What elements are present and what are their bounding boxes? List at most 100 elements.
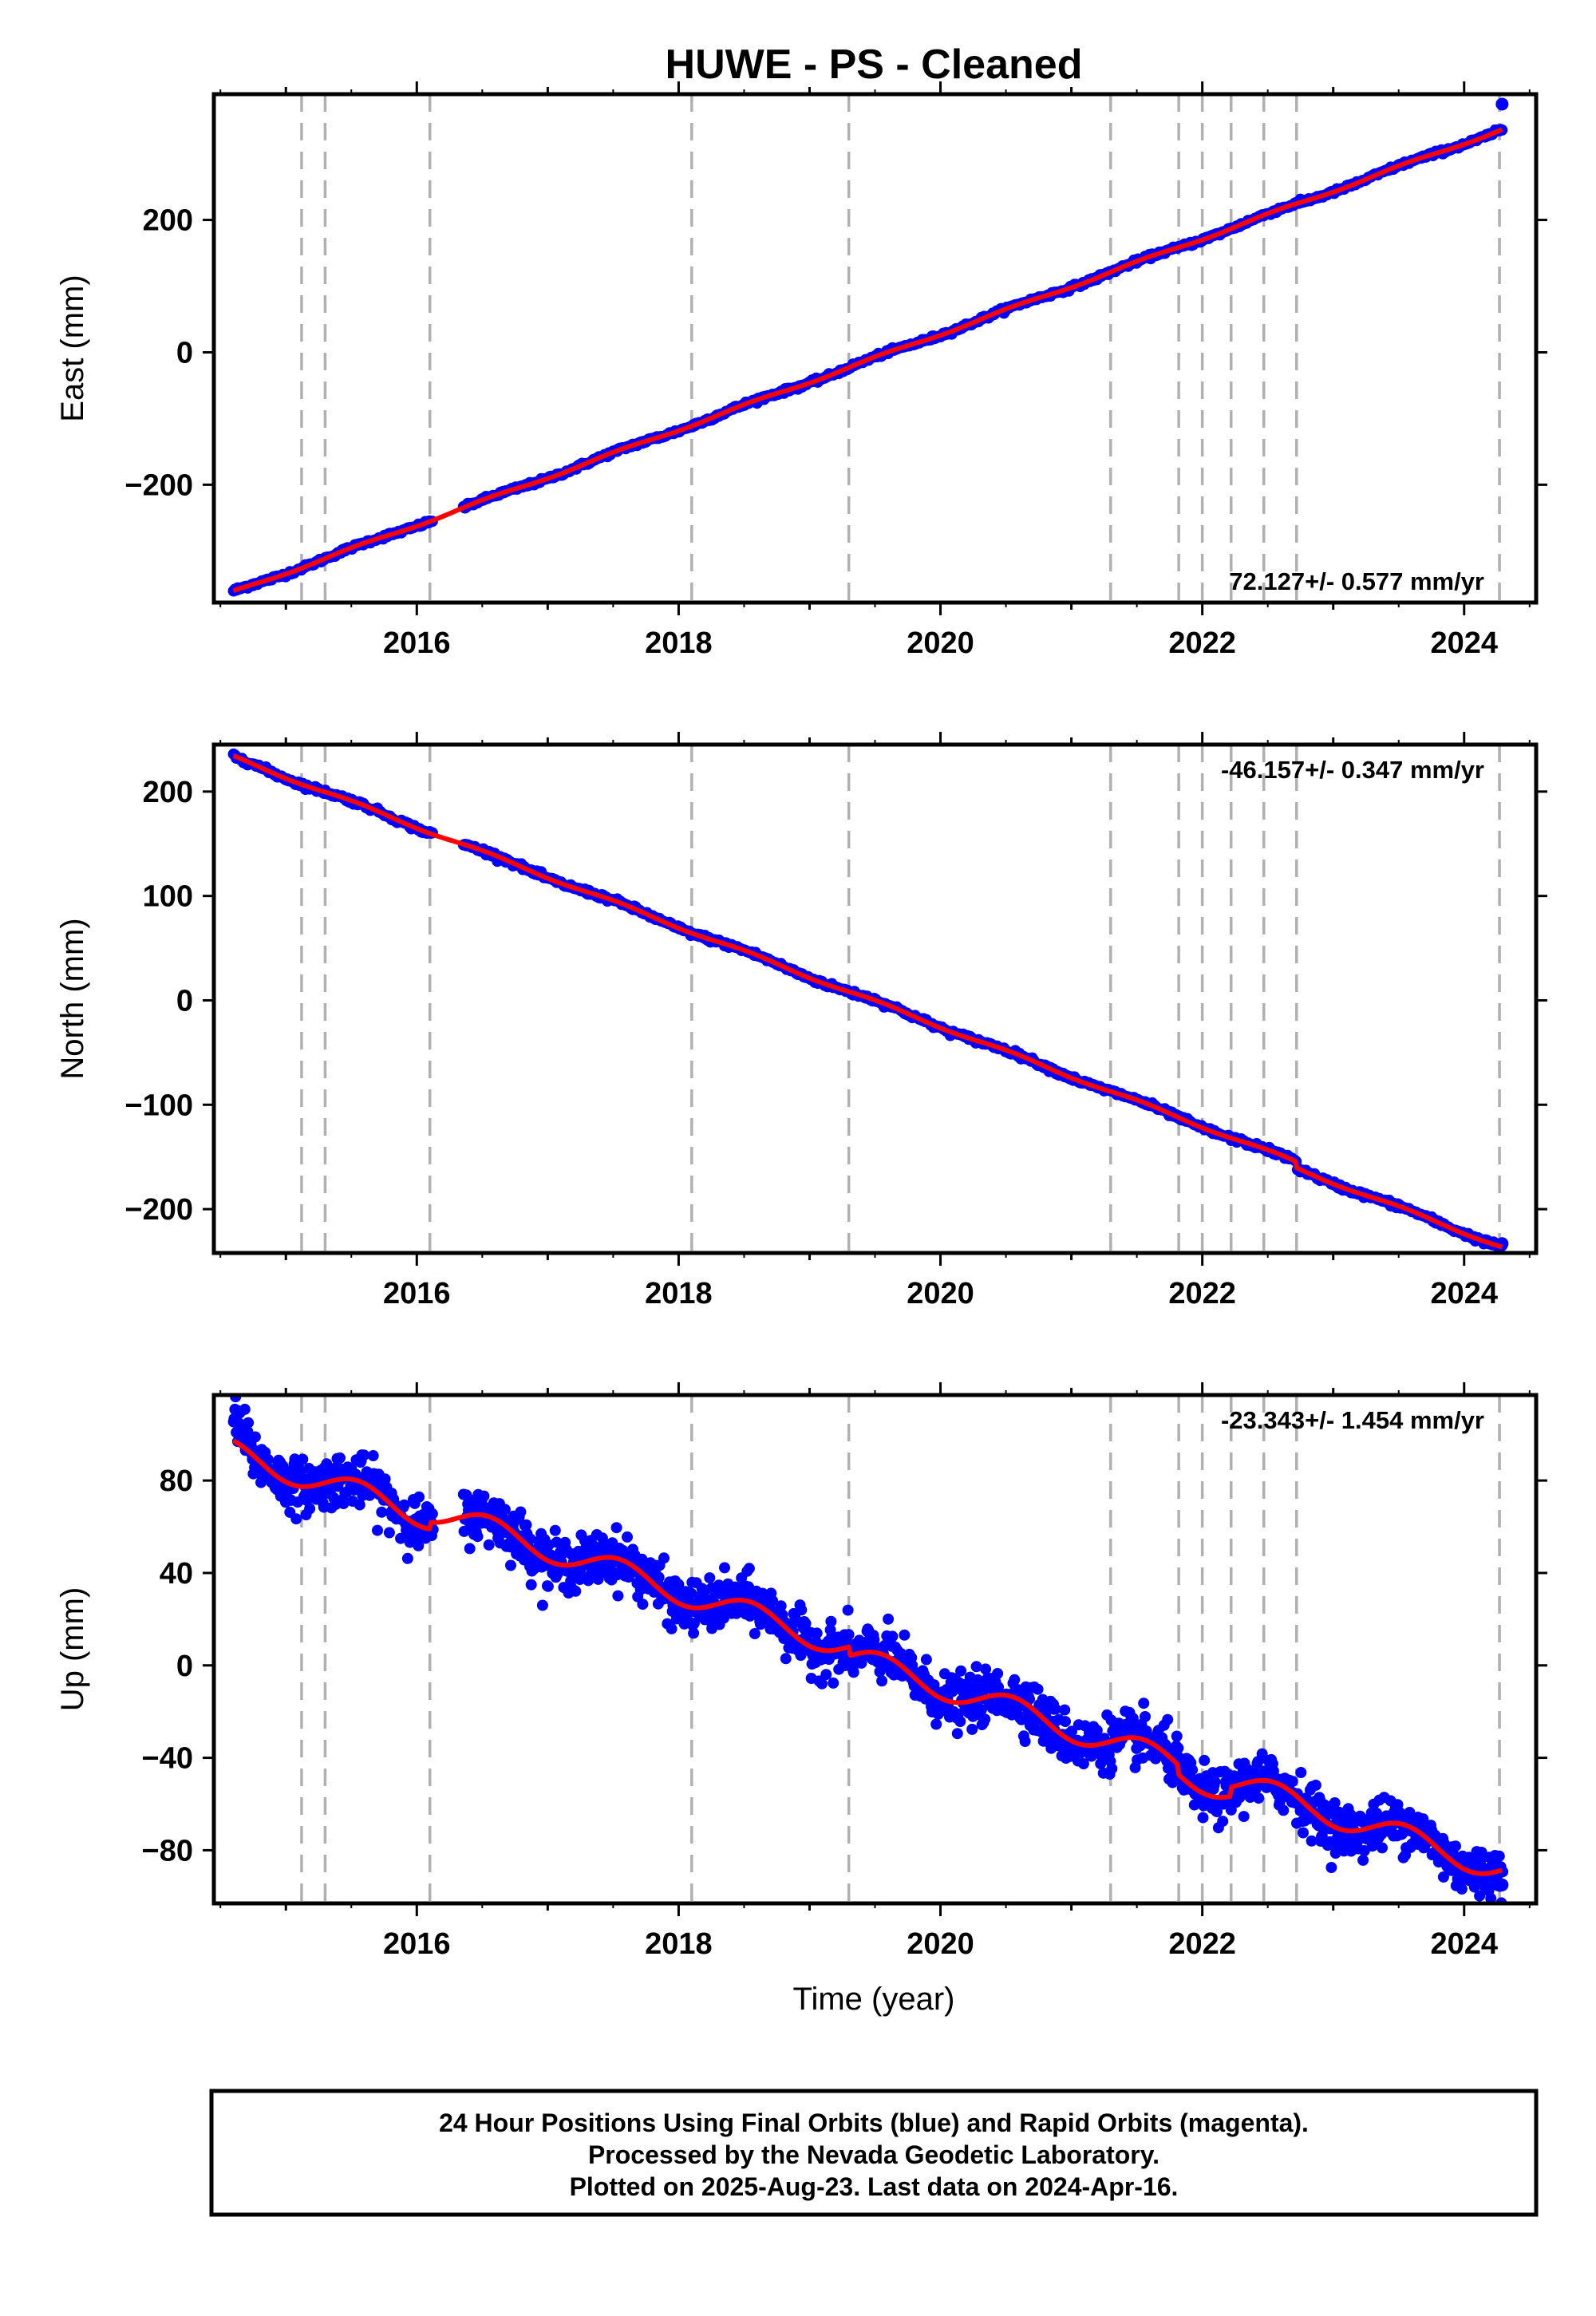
panel-2: −200 −100 0 100 200 2016 2018 2020 2022 2024 North… bbox=[55, 732, 1547, 1310]
x-tick-label: 2022 bbox=[1168, 1277, 1236, 1310]
data-point bbox=[395, 1532, 407, 1544]
data-point bbox=[842, 1604, 854, 1616]
y-tick-label: 200 bbox=[143, 776, 193, 809]
y-tick-label: 200 bbox=[143, 204, 193, 238]
y-tick-label: −40 bbox=[142, 1742, 193, 1776]
data-point bbox=[1357, 1854, 1369, 1866]
data-point bbox=[592, 1573, 604, 1585]
data-point bbox=[1377, 1842, 1388, 1854]
data-point bbox=[775, 1600, 787, 1612]
data-point bbox=[1187, 1764, 1199, 1776]
data-point bbox=[383, 1527, 395, 1539]
data-point bbox=[398, 1499, 410, 1511]
footer-line-1: 24 Hour Positions Using Final Orbits (bl… bbox=[439, 2109, 1309, 2137]
data-point bbox=[1329, 1797, 1341, 1808]
panel-3: −80 −40 0 40 80 2016 2018 2020 2022 2024 Up (mm) -2… bbox=[55, 1382, 1547, 1961]
data-point bbox=[367, 1450, 379, 1461]
data-point bbox=[1298, 1827, 1309, 1839]
data-point bbox=[780, 1653, 792, 1665]
model-line-2 bbox=[232, 753, 1503, 1250]
data-point bbox=[825, 1615, 837, 1627]
y-tick-label: 0 bbox=[176, 984, 193, 1018]
rate-annotation-2: -46.157+/- 0.347 mm/yr bbox=[1221, 756, 1484, 784]
x-tick-label: 2020 bbox=[907, 1927, 974, 1961]
x-tick-label: 2016 bbox=[383, 1277, 451, 1310]
data-point bbox=[304, 1503, 316, 1515]
x-tick-label: 2020 bbox=[907, 626, 974, 660]
y-tick-label: 0 bbox=[176, 336, 193, 370]
data-point bbox=[499, 1504, 511, 1516]
x-tick-label: 2018 bbox=[645, 1277, 713, 1310]
data-point bbox=[426, 1508, 438, 1520]
y-tick-label: −100 bbox=[124, 1089, 193, 1122]
rate-annotation-3: -23.343+/- 1.454 mm/yr bbox=[1221, 1406, 1484, 1434]
data-point bbox=[354, 1499, 365, 1511]
data-point bbox=[966, 1723, 978, 1735]
data-point bbox=[1049, 1703, 1061, 1715]
data-point bbox=[583, 1575, 595, 1587]
y-tick-label: −200 bbox=[124, 1193, 193, 1227]
data-point bbox=[637, 1599, 649, 1611]
data-point bbox=[883, 1613, 895, 1625]
data-point bbox=[525, 1579, 537, 1591]
data-point bbox=[1238, 1811, 1250, 1823]
data-point bbox=[816, 1678, 828, 1690]
data-point bbox=[1140, 1711, 1151, 1722]
data-point bbox=[1162, 1713, 1174, 1725]
data-point bbox=[1032, 1683, 1044, 1695]
data-point bbox=[843, 1629, 855, 1641]
data-point bbox=[1138, 1697, 1150, 1709]
data-point bbox=[478, 1490, 490, 1502]
data-point bbox=[688, 1627, 700, 1639]
data-point bbox=[1286, 1776, 1298, 1788]
y-axis-title-1: East (mm) bbox=[55, 275, 90, 421]
x-axis-title: Time (year) bbox=[793, 1982, 955, 2017]
footer-line-3: Plotted on 2025-Aug-23. Last data on 202… bbox=[570, 2172, 1179, 2201]
last-data-point bbox=[1495, 1878, 1509, 1891]
data-point bbox=[767, 1595, 779, 1607]
data-point bbox=[828, 1677, 839, 1689]
data-point bbox=[1310, 1779, 1321, 1791]
model-line-3 bbox=[232, 1438, 1503, 1876]
data-point bbox=[1077, 1758, 1089, 1769]
data-point bbox=[1106, 1763, 1118, 1775]
x-tick-label: 2024 bbox=[1430, 1927, 1498, 1961]
data-point bbox=[1009, 1674, 1021, 1686]
data-point bbox=[549, 1524, 561, 1536]
data-point bbox=[1019, 1736, 1031, 1747]
model-line-1 bbox=[232, 127, 1503, 594]
data-point bbox=[653, 1571, 665, 1583]
x-tick-label: 2016 bbox=[383, 626, 451, 660]
last-data-point bbox=[1495, 97, 1509, 111]
data-point bbox=[483, 1539, 495, 1551]
data-point bbox=[243, 1417, 255, 1429]
data-point bbox=[334, 1452, 346, 1464]
data-point bbox=[1197, 1812, 1209, 1824]
data-point bbox=[979, 1713, 991, 1725]
data-point bbox=[704, 1572, 716, 1584]
data-point bbox=[612, 1590, 624, 1602]
data-point bbox=[239, 1403, 251, 1415]
data-point bbox=[290, 1513, 302, 1525]
data-point bbox=[1316, 1830, 1328, 1842]
rate-annotation-1: 72.127+/- 0.577 mm/yr bbox=[1229, 567, 1484, 595]
data-point bbox=[876, 1675, 888, 1687]
data-point bbox=[954, 1716, 966, 1728]
data-point bbox=[934, 1703, 946, 1715]
data-point bbox=[1493, 1850, 1505, 1862]
data-point bbox=[464, 1543, 476, 1555]
data-point bbox=[1329, 1848, 1341, 1859]
data-point bbox=[505, 1559, 516, 1571]
data-point bbox=[551, 1568, 563, 1580]
data-point bbox=[1217, 1816, 1229, 1828]
data-point bbox=[1485, 1892, 1497, 1903]
data-point bbox=[1278, 1804, 1290, 1816]
data-point bbox=[1450, 1840, 1461, 1852]
panel-1: −200 0 200 2016 2018 2020 2022 2024 East (mm) 72.… bbox=[55, 81, 1547, 660]
data-point bbox=[1295, 1767, 1307, 1778]
y-tick-label: 80 bbox=[160, 1464, 193, 1498]
data-point bbox=[1066, 1725, 1077, 1737]
x-tick-label: 2022 bbox=[1168, 1927, 1236, 1961]
x-tick-label: 2018 bbox=[645, 1927, 713, 1961]
